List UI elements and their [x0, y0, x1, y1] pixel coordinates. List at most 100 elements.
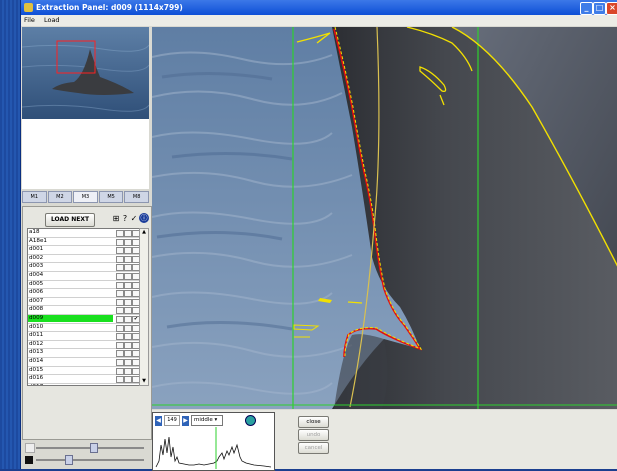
row-checkbox[interactable]	[124, 376, 132, 384]
list-item[interactable]: d013	[28, 349, 139, 358]
list-item[interactable]: d004	[28, 272, 139, 281]
undo-button[interactable]: undo	[298, 429, 329, 441]
cancel-button[interactable]: cancel	[298, 442, 329, 454]
tab-m3[interactable]: M3	[73, 191, 98, 203]
row-checkbox[interactable]	[116, 290, 124, 298]
maximize-button[interactable]: □	[593, 2, 606, 15]
row-checkbox[interactable]	[132, 230, 139, 237]
row-checkbox[interactable]	[116, 230, 124, 237]
list-item[interactable]: d003	[28, 263, 139, 272]
list-item[interactable]: d012	[28, 341, 139, 350]
row-checkbox[interactable]	[124, 272, 132, 280]
minimize-button[interactable]: _	[580, 2, 593, 15]
row-checkbox[interactable]	[124, 298, 132, 306]
row-checkbox[interactable]	[124, 350, 132, 358]
list-item[interactable]: d005	[28, 281, 139, 290]
row-checkbox[interactable]	[116, 315, 124, 323]
row-checkbox[interactable]	[116, 333, 124, 341]
list-scrollbar[interactable]: ▲ ▼	[139, 228, 149, 386]
row-checkbox[interactable]	[124, 341, 132, 349]
slider-knob-bottom[interactable]	[65, 455, 73, 465]
list-item[interactable]: d008	[28, 306, 139, 315]
row-checkbox[interactable]	[124, 238, 132, 246]
row-checkbox[interactable]	[132, 272, 139, 280]
tab-m2[interactable]: M2	[47, 191, 73, 203]
list-item[interactable]: A18e1	[28, 238, 139, 247]
list-item[interactable]: d006	[28, 289, 139, 298]
row-checkbox[interactable]	[132, 255, 139, 263]
row-checkbox[interactable]	[124, 281, 132, 289]
row-checkbox[interactable]	[116, 341, 124, 349]
row-checkbox[interactable]	[116, 281, 124, 289]
close-window-button[interactable]: ×	[606, 2, 617, 15]
slider-track-bottom[interactable]	[36, 459, 144, 461]
row-checkbox[interactable]	[124, 358, 132, 366]
list-item[interactable]: d017	[28, 384, 139, 385]
title-bar[interactable]: Extraction Panel: d009 (1114x799) _ □ ×	[21, 0, 617, 15]
row-checkbox[interactable]	[132, 298, 139, 306]
info-icon[interactable]: ⓘ	[139, 213, 149, 223]
row-checkbox[interactable]	[116, 350, 124, 358]
row-checkbox[interactable]	[132, 238, 139, 246]
next-arrow-button[interactable]: ▶	[182, 415, 189, 426]
list-item[interactable]: d016	[28, 375, 139, 384]
row-checkbox[interactable]	[132, 358, 139, 366]
row-checkbox[interactable]	[116, 324, 124, 332]
thumbnail-preview[interactable]	[22, 27, 149, 119]
list-item[interactable]: d002	[28, 255, 139, 264]
row-checkbox[interactable]	[124, 247, 132, 255]
row-checkbox[interactable]	[132, 290, 139, 298]
row-checkbox[interactable]	[132, 324, 139, 332]
row-checkbox[interactable]	[132, 247, 139, 255]
list-item[interactable]: d001	[28, 246, 139, 255]
load-next-button[interactable]: LOAD NEXT	[45, 213, 95, 227]
row-checkbox[interactable]	[124, 264, 132, 272]
row-checkbox[interactable]	[124, 324, 132, 332]
zoom-box-icon[interactable]: ⊞	[112, 214, 120, 223]
row-checkbox[interactable]	[132, 341, 139, 349]
row-checkbox[interactable]	[124, 367, 132, 375]
scroll-up-arrow[interactable]: ▲	[142, 229, 146, 235]
scroll-down-arrow[interactable]: ▼	[142, 378, 146, 384]
close-button[interactable]: close	[298, 416, 329, 428]
row-checkbox[interactable]	[116, 376, 124, 384]
row-checkbox[interactable]	[132, 264, 139, 272]
row-checkbox[interactable]	[116, 255, 124, 263]
row-checkbox[interactable]	[116, 247, 124, 255]
row-checkbox[interactable]	[124, 255, 132, 263]
check-icon[interactable]: ✓	[130, 214, 138, 223]
row-checkbox[interactable]	[116, 358, 124, 366]
row-checkbox[interactable]	[124, 333, 132, 341]
position-field[interactable]: 149	[164, 415, 180, 426]
slider-knob-top[interactable]	[90, 443, 98, 453]
tab-m5[interactable]: M5	[98, 191, 124, 203]
list-item[interactable]: d007	[28, 298, 139, 307]
row-checkbox[interactable]	[132, 281, 139, 289]
row-checkbox[interactable]	[132, 367, 139, 375]
prev-arrow-button[interactable]: ◀	[155, 415, 162, 426]
row-checkbox[interactable]	[116, 367, 124, 375]
row-checkbox[interactable]	[116, 384, 124, 385]
row-checkbox[interactable]: ✔	[132, 315, 139, 323]
menu-file[interactable]: File	[24, 16, 35, 24]
row-checkbox[interactable]	[124, 307, 132, 315]
row-checkbox[interactable]	[124, 315, 132, 323]
tab-m1[interactable]: M1	[22, 191, 47, 203]
row-checkbox[interactable]	[132, 350, 139, 358]
help-icon[interactable]: ?	[122, 214, 128, 223]
row-checkbox[interactable]	[132, 333, 139, 341]
main-image-view[interactable]	[152, 27, 617, 409]
row-checkbox[interactable]	[116, 272, 124, 280]
row-checkbox[interactable]	[116, 298, 124, 306]
list-item[interactable]: a18	[28, 229, 139, 238]
row-checkbox[interactable]	[124, 290, 132, 298]
list-item[interactable]: d014	[28, 358, 139, 367]
list-item[interactable]: d010	[28, 324, 139, 333]
list-item[interactable]: d011	[28, 332, 139, 341]
row-checkbox[interactable]	[124, 384, 132, 385]
row-checkbox[interactable]	[132, 307, 139, 315]
tab-m8[interactable]: M8	[124, 191, 149, 203]
view-toggle-icon[interactable]	[245, 415, 256, 426]
mode-dropdown[interactable]: middle ▾	[191, 415, 223, 426]
row-checkbox[interactable]	[124, 230, 132, 237]
